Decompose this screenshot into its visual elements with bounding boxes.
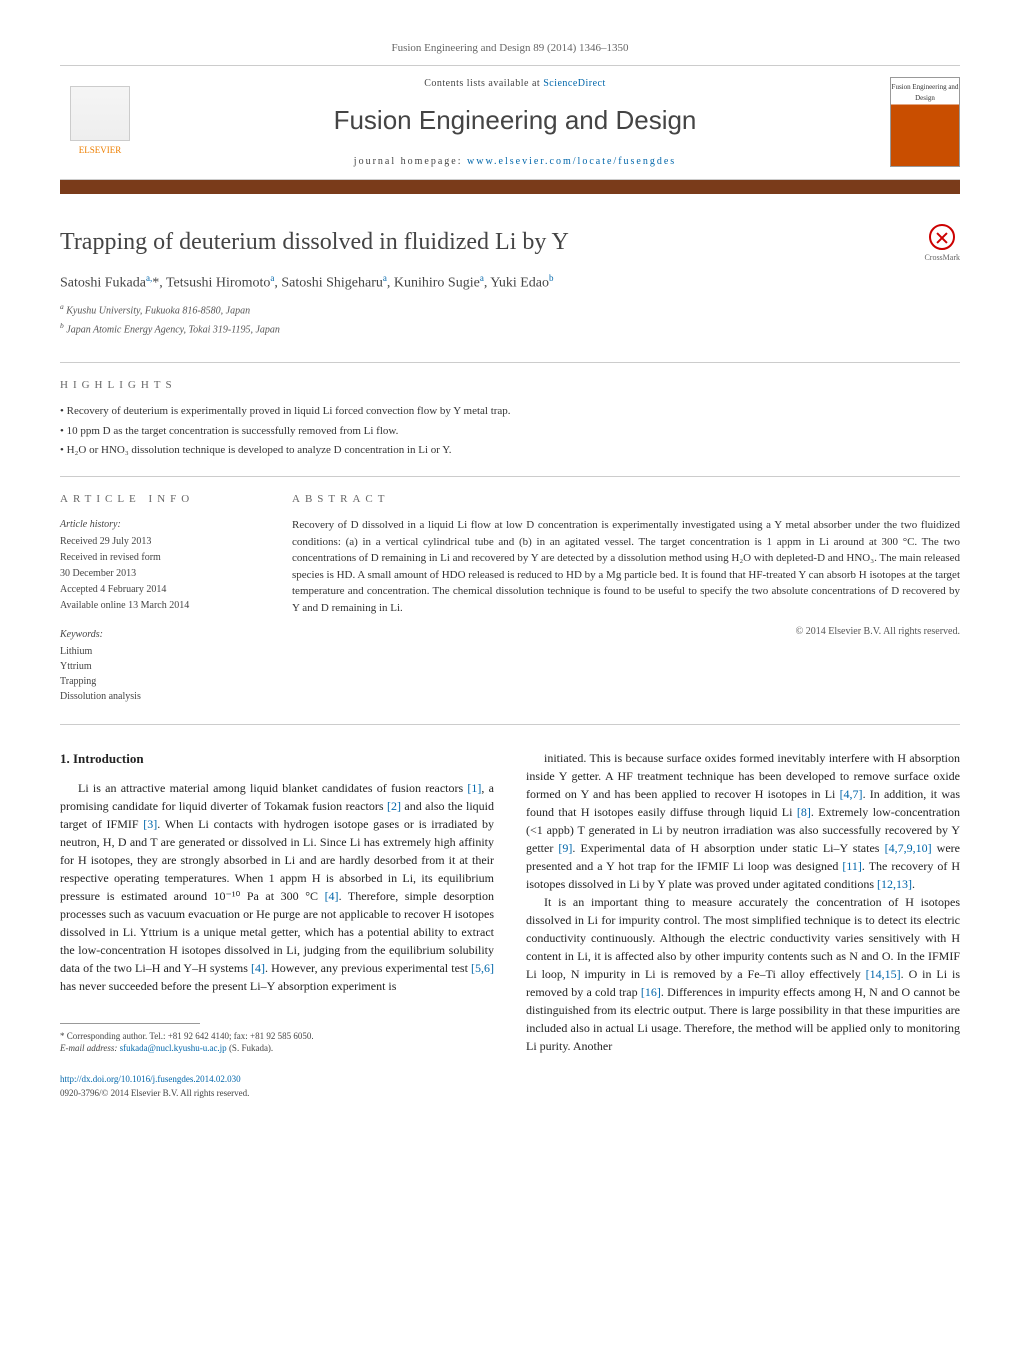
- ref-link[interactable]: [5,6]: [471, 961, 494, 975]
- publisher-name: ELSEVIER: [79, 144, 122, 158]
- history-label: Article history:: [60, 517, 260, 532]
- history-date: Received 29 July 2013: [60, 534, 260, 549]
- brown-divider-bar: [60, 180, 960, 194]
- doi-footer: http://dx.doi.org/10.1016/j.fusengdes.20…: [60, 1073, 960, 1100]
- cover-title-text: Fusion Engineering and Design: [892, 83, 959, 102]
- journal-homepage-link[interactable]: www.elsevier.com/locate/fusengdes: [467, 156, 676, 167]
- corresp-line1: * Corresponding author. Tel.: +81 92 642…: [60, 1030, 494, 1043]
- journal-header: ELSEVIER Contents lists available at Sci…: [60, 65, 960, 180]
- ref-link[interactable]: [8]: [797, 805, 811, 819]
- journal-name: Fusion Engineering and Design: [160, 101, 870, 140]
- history-date: Accepted 4 February 2014: [60, 582, 260, 597]
- elsevier-tree-icon: [70, 86, 130, 141]
- intro-paragraph-2: initiated. This is because surface oxide…: [526, 749, 960, 893]
- intro-paragraph-3: It is an important thing to measure accu…: [526, 893, 960, 1055]
- article-info-label: article info: [60, 491, 260, 508]
- doi-link[interactable]: http://dx.doi.org/10.1016/j.fusengdes.20…: [60, 1074, 241, 1084]
- ref-link[interactable]: [4]: [251, 961, 265, 975]
- highlight-item: 10 ppm D as the target concentration is …: [60, 423, 960, 440]
- issn-copyright: 0920-3796/© 2014 Elsevier B.V. All right…: [60, 1088, 249, 1098]
- affiliation-item: b Japan Atomic Energy Agency, Tokai 319-…: [60, 320, 960, 337]
- ref-link[interactable]: [4,7]: [840, 787, 863, 801]
- affiliation-list: a Kyushu University, Fukuoka 816-8580, J…: [60, 301, 960, 338]
- ref-link[interactable]: [14,15]: [866, 967, 901, 981]
- corresp-email-line: E-mail address: sfukada@nucl.kyushu-u.ac…: [60, 1042, 494, 1055]
- citation-line: Fusion Engineering and Design 89 (2014) …: [60, 40, 960, 57]
- email-suffix: (S. Fukada).: [227, 1043, 274, 1053]
- abstract-column: abstract Recovery of D dissolved in a li…: [292, 491, 960, 705]
- journal-homepage-line: journal homepage: www.elsevier.com/locat…: [160, 154, 870, 169]
- ref-link[interactable]: [1]: [467, 781, 481, 795]
- ref-link[interactable]: [3]: [143, 817, 157, 831]
- history-date: Received in revised form: [60, 550, 260, 565]
- corresponding-author-footnote: * Corresponding author. Tel.: +81 92 642…: [60, 1030, 494, 1055]
- ref-link[interactable]: [4,7,9,10]: [885, 841, 932, 855]
- corresp-email-link[interactable]: sfukada@nucl.kyushu-u.ac.jp: [120, 1043, 227, 1053]
- history-date: Available online 13 March 2014: [60, 598, 260, 613]
- history-date: 30 December 2013: [60, 566, 260, 581]
- citation-text: Fusion Engineering and Design 89 (2014) …: [391, 42, 628, 54]
- highlight-item: H₂O or HNO₃ dissolution technique is dev…: [60, 442, 960, 459]
- contents-prefix: Contents lists available at: [424, 78, 543, 89]
- keywords-list: LithiumYttriumTrappingDissolution analys…: [60, 644, 260, 704]
- history-dates: Received 29 July 2013Received in revised…: [60, 534, 260, 613]
- crossmark-icon: [929, 224, 955, 250]
- homepage-prefix: journal homepage:: [354, 156, 467, 167]
- body-two-column: 1. Introduction Li is an attractive mate…: [60, 749, 960, 1055]
- ref-link[interactable]: [12,13]: [877, 877, 912, 891]
- info-abstract-row: article info Article history: Received 2…: [60, 477, 960, 725]
- abstract-copyright: © 2014 Elsevier B.V. All rights reserved…: [292, 624, 960, 639]
- email-label: E-mail address:: [60, 1043, 120, 1053]
- article-title: Trapping of deuterium dissolved in fluid…: [60, 224, 908, 260]
- abstract-label: abstract: [292, 491, 960, 508]
- footnote-rule: [60, 1023, 200, 1024]
- ref-link[interactable]: [2]: [387, 799, 401, 813]
- crossmark-widget[interactable]: CrossMark: [924, 224, 960, 264]
- keyword-item: Trapping: [60, 674, 260, 689]
- author-list: Satoshi Fukadaa,*, Tetsushi Hiromotoa, S…: [60, 272, 960, 294]
- keyword-item: Dissolution analysis: [60, 689, 260, 704]
- affiliation-item: a Kyushu University, Fukuoka 816-8580, J…: [60, 301, 960, 318]
- ref-link[interactable]: [11]: [842, 859, 862, 873]
- abstract-text: Recovery of D dissolved in a liquid Li f…: [292, 517, 960, 616]
- highlights-list: Recovery of deuterium is experimentally …: [60, 403, 960, 459]
- keyword-item: Yttrium: [60, 659, 260, 674]
- header-center: Contents lists available at ScienceDirec…: [160, 76, 870, 169]
- article-info-column: article info Article history: Received 2…: [60, 491, 260, 705]
- title-row: Trapping of deuterium dissolved in fluid…: [60, 224, 960, 272]
- intro-heading: 1. Introduction: [60, 749, 494, 769]
- ref-link[interactable]: [9]: [558, 841, 572, 855]
- crossmark-label: CrossMark: [924, 252, 960, 264]
- keywords-block: Keywords: LithiumYttriumTrappingDissolut…: [60, 627, 260, 704]
- highlights-label: highlights: [60, 377, 960, 394]
- keyword-item: Lithium: [60, 644, 260, 659]
- sciencedirect-link[interactable]: ScienceDirect: [543, 78, 606, 89]
- ref-link[interactable]: [4]: [325, 889, 339, 903]
- highlight-item: Recovery of deuterium is experimentally …: [60, 403, 960, 420]
- ref-link[interactable]: [16]: [641, 985, 661, 999]
- publisher-logo: ELSEVIER: [60, 82, 140, 162]
- highlights-section: highlights Recovery of deuterium is expe…: [60, 363, 960, 476]
- intro-paragraph-1: Li is an attractive material among liqui…: [60, 779, 494, 995]
- journal-cover-thumbnail: Fusion Engineering and Design: [890, 77, 960, 167]
- rule: [60, 724, 960, 725]
- keywords-label: Keywords:: [60, 627, 260, 642]
- contents-available-line: Contents lists available at ScienceDirec…: [160, 76, 870, 91]
